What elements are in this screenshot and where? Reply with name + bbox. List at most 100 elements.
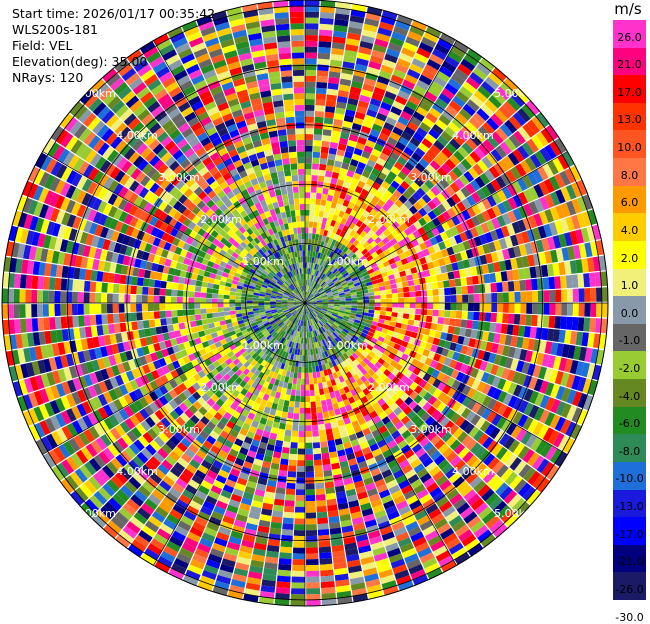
velocity-gate [325,171,332,178]
velocity-gate [206,298,212,303]
velocity-gate [78,292,84,303]
velocity-gate [235,307,241,311]
velocity-gate [503,303,509,313]
velocity-gate [78,316,85,327]
velocity-gate [295,117,304,123]
velocity-gate [284,435,291,442]
velocity-gate [101,304,107,314]
velocity-gate [49,304,55,316]
velocity-gate [445,303,451,310]
velocity-gate [305,344,307,350]
velocity-gate [300,210,305,216]
velocity-gate [294,402,299,408]
velocity-gate [294,524,305,530]
velocity-gate [278,47,291,54]
velocity-gate [303,256,305,262]
velocity-gate [258,303,264,305]
velocity-gate [573,303,579,316]
velocity-gate [2,304,8,319]
velocity-gate [381,303,387,307]
velocity-gate [602,303,608,318]
velocity-gate [305,402,310,408]
velocity-gate [96,282,103,292]
velocity-gate [292,431,299,437]
velocity-gate [108,273,115,283]
velocity-gate [305,105,315,111]
velocity-gate [90,315,97,326]
velocity-gate [579,303,585,316]
velocity-gate [223,299,229,303]
velocity-gate [317,76,328,83]
velocity-gate [188,303,194,309]
velocity-gate [313,442,320,448]
velocity-gate [305,117,314,123]
velocity-gate [14,319,21,333]
velocity-gate [468,303,474,311]
velocity-gate [567,303,573,316]
velocity-gate [305,0,320,6]
velocity-gate [278,470,287,477]
velocity-gate [287,134,295,140]
velocity-gate [302,355,305,361]
velocity-gate [131,321,138,330]
velocity-gate [309,216,314,222]
velocity-gate [130,295,136,303]
velocity-gate [293,70,304,76]
velocity-gate [280,541,292,548]
velocity-gate [316,94,326,101]
velocity-gate [311,407,317,413]
velocity-gate [312,158,319,164]
velocity-gate [113,284,120,294]
velocity-gate [375,303,381,307]
velocity-gate [278,564,291,571]
velocity-gate [305,408,310,414]
velocity-gate [311,413,317,419]
velocity-gate [538,303,544,315]
velocity-gate [296,134,304,140]
velocity-gate [306,454,314,460]
velocity-gate [566,317,573,330]
velocity-gate [318,176,325,183]
velocity-gate [305,390,310,396]
velocity-gate [497,303,503,313]
velocity-gate [301,221,305,227]
velocity-gate [319,164,326,171]
velocity-gate [303,262,305,268]
velocity-gate [120,275,127,285]
velocity-gate [279,141,287,148]
velocity-gate [306,536,318,542]
velocity-gate [78,304,84,315]
velocity-gate [291,594,305,600]
velocity-gate [72,292,78,303]
velocity-gate [235,300,241,303]
velocity-gate [305,29,318,35]
velocity-gate [276,24,290,31]
velocity-gate [544,303,550,315]
velocity-gate [282,158,290,165]
velocity-gate [296,216,301,222]
velocity-gate [148,295,154,303]
velocity-gate [325,481,335,488]
velocity-gate [312,430,319,436]
velocity-gate [283,512,294,519]
velocity-gate [306,489,315,495]
velocity-gate [320,570,333,577]
velocity-gate [305,157,312,163]
velocity-gate [310,396,315,402]
velocity-gate [421,309,427,315]
velocity-gate [305,47,317,53]
velocity-gate [318,41,331,48]
velocity-gate [297,378,301,384]
velocity-gate [290,23,303,29]
velocity-gate [229,303,235,307]
velocity-gate [295,204,300,210]
velocity-gate [49,277,56,290]
velocity-gate [451,303,457,310]
velocity-gate [281,535,293,542]
velocity-gate [352,303,358,306]
velocity-gate [275,18,289,25]
velocity-gate [300,396,305,402]
velocity-gate [316,494,326,501]
velocity-gate [449,318,456,326]
